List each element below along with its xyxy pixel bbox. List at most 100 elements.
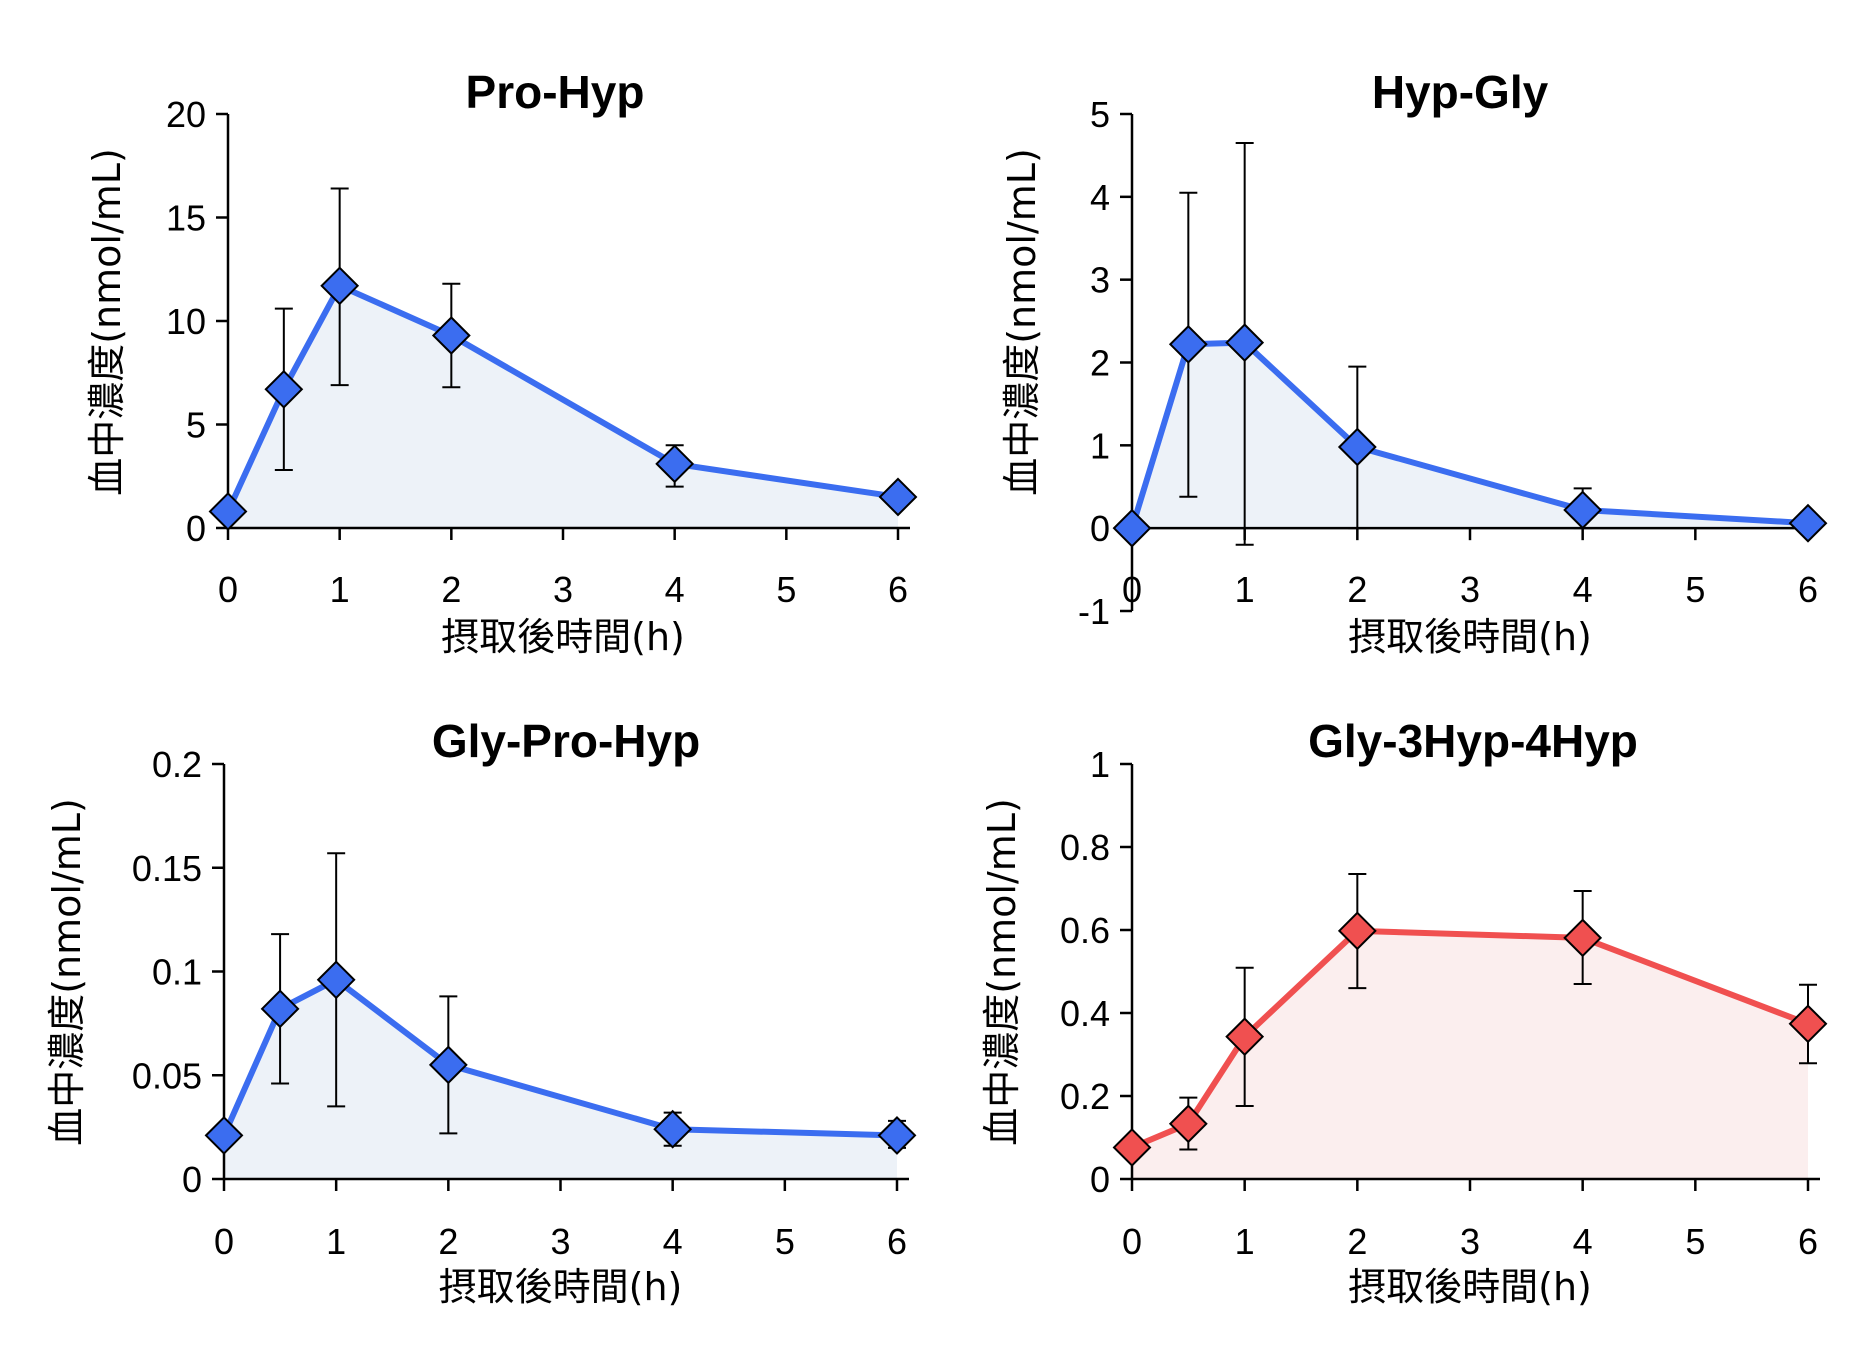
y-tick-label: -1	[1078, 591, 1110, 632]
y-tick-label: 0.1	[152, 952, 202, 993]
data-point	[1112, 1128, 1152, 1167]
y-tick-label: 0.2	[152, 744, 202, 785]
x-tick-label: 3	[553, 569, 573, 610]
x-tick-label: 6	[888, 569, 908, 610]
x-tick-label: 2	[1347, 1221, 1367, 1262]
x-tick-label: 5	[1685, 1221, 1705, 1262]
data-point	[320, 266, 360, 306]
data-point	[1168, 324, 1208, 364]
x-tick-label: 3	[1460, 1221, 1480, 1262]
y-tick-label: 0.15	[132, 848, 202, 889]
y-tick-label: 1	[1090, 744, 1110, 785]
area-fill	[224, 979, 897, 1179]
x-tick-label: 3	[1460, 569, 1480, 610]
y-tick-label: 10	[166, 301, 206, 342]
x-tick-label: 4	[1573, 569, 1593, 610]
data-point	[260, 989, 300, 1029]
y-tick-label: 2	[1090, 343, 1110, 384]
area-fill	[1132, 930, 1808, 1179]
data-point	[431, 316, 471, 355]
chart-panel-2: -1 0 1 2 3 4 5 0 1 2 3 4 5 6 Hyp-Gly 摂取後時間(h) 血中濃度(nmol/…	[1000, 66, 1828, 659]
x-tick-label: 1	[1235, 569, 1255, 610]
data-point	[1337, 911, 1377, 951]
x-tick-label: 0	[1122, 569, 1142, 610]
data-point	[1788, 1004, 1828, 1044]
chart-title: Hyp-Gly	[1372, 66, 1549, 118]
x-tick-label: 1	[330, 569, 350, 610]
x-axis-label: 摂取後時間(h)	[441, 615, 685, 659]
y-tick-label: 0	[1090, 508, 1110, 549]
x-tick-label: 6	[1798, 1221, 1818, 1262]
area-fill	[228, 285, 898, 528]
series-line	[225, 282, 899, 513]
y-axis-label: 血中濃度(nmol/mL)	[45, 798, 89, 1146]
x-tick-label: 4	[665, 569, 685, 610]
y-tick-label: 5	[1090, 94, 1110, 135]
y-axis-label: 血中濃度(nmol/mL)	[85, 148, 129, 496]
data-point	[655, 444, 695, 484]
y-tick-label: 3	[1090, 260, 1110, 301]
x-axis-label: 摂取後時間(h)	[1348, 615, 1592, 659]
chart-title: Pro-Hyp	[466, 66, 645, 118]
x-tick-label: 3	[550, 1221, 570, 1262]
x-axis-label: 摂取後時間(h)	[439, 1265, 683, 1309]
x-tick-label: 1	[1235, 1221, 1255, 1262]
x-tick-label: 6	[887, 1221, 907, 1262]
y-tick-label: 0.8	[1060, 827, 1110, 868]
data-point	[653, 1109, 693, 1149]
series-line	[1129, 339, 1809, 530]
y-axis-label: 血中濃度(nmol/mL)	[980, 798, 1024, 1146]
data-point	[428, 1045, 468, 1085]
x-tick-label: 2	[1347, 569, 1367, 610]
x-tick-label: 0	[214, 1221, 234, 1262]
chart-panel-4: 0 0.2 0.4 0.6 0.8 1 0 1 2 3 4 5 6 Gly-3Hyp-4Hyp 摂取後時間(…	[980, 715, 1828, 1309]
data-point	[204, 1116, 244, 1155]
data-point	[1168, 1104, 1208, 1144]
y-tick-label: 15	[166, 198, 206, 239]
data-point	[1788, 503, 1828, 543]
y-tick-label: 0.2	[1060, 1076, 1110, 1117]
series-line	[221, 976, 898, 1139]
y-axis-label: 血中濃度(nmol/mL)	[1000, 148, 1044, 496]
y-tick-label: 0	[186, 508, 206, 549]
y-tick-label: 4	[1090, 177, 1110, 218]
data-point	[878, 477, 918, 517]
data-point	[1225, 323, 1265, 363]
data-point	[316, 960, 356, 1000]
y-tick-label: 0.4	[1060, 993, 1110, 1034]
x-tick-label: 0	[218, 569, 238, 610]
data-point	[264, 369, 304, 409]
x-tick-label: 4	[663, 1221, 683, 1262]
area-fill	[1132, 342, 1808, 529]
x-tick-label: 2	[441, 569, 461, 610]
x-tick-label: 4	[1573, 1221, 1593, 1262]
y-tick-label: 0.05	[132, 1055, 202, 1096]
y-tick-label: 0	[182, 1159, 202, 1200]
x-tick-label: 5	[1685, 569, 1705, 610]
x-tick-label: 0	[1122, 1221, 1142, 1262]
data-point	[1337, 427, 1377, 467]
x-tick-label: 5	[775, 1221, 795, 1262]
data-point	[1563, 490, 1603, 530]
x-tick-label: 6	[1798, 569, 1818, 610]
y-tick-label: 5	[186, 405, 206, 446]
x-axis-label: 摂取後時間(h)	[1348, 1265, 1592, 1309]
data-point	[877, 1116, 917, 1155]
y-tick-label: 20	[166, 94, 206, 135]
chart-title: Gly-Pro-Hyp	[432, 715, 700, 767]
chart-panel-1: 0 5 10 15 20 0 1 2 3 4 5 6 Pro-Hyp 摂取後時間(h) 血中濃度(nmol/…	[85, 66, 918, 659]
y-tick-label: 0	[1090, 1159, 1110, 1200]
data-point	[1225, 1017, 1265, 1057]
x-tick-label: 2	[438, 1221, 458, 1262]
data-point	[1563, 918, 1603, 958]
x-tick-label: 1	[326, 1221, 346, 1262]
y-tick-label: 1	[1090, 425, 1110, 466]
chart-panel-3: 0 0.05 0.1 0.15 0.2 0 1 2 3 4 5 6 Gly-Pro-Hyp 摂取後時間(h…	[45, 715, 917, 1309]
chart-title: Gly-3Hyp-4Hyp	[1308, 715, 1638, 767]
data-point	[208, 492, 248, 531]
x-tick-label: 5	[776, 569, 796, 610]
y-tick-label: 0.6	[1060, 910, 1110, 951]
data-point	[1112, 508, 1152, 548]
